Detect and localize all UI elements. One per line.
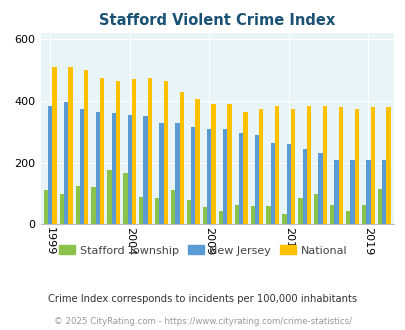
- Bar: [222, 129, 227, 224]
- Bar: [238, 133, 243, 224]
- Bar: [44, 190, 48, 224]
- Bar: [313, 193, 318, 224]
- Bar: [163, 81, 168, 224]
- Bar: [218, 211, 222, 224]
- Bar: [64, 102, 68, 224]
- Bar: [266, 207, 270, 224]
- Bar: [254, 135, 258, 224]
- Bar: [354, 109, 358, 224]
- Bar: [286, 144, 290, 224]
- Bar: [80, 109, 84, 224]
- Bar: [48, 106, 52, 224]
- Bar: [243, 112, 247, 224]
- Bar: [107, 170, 111, 224]
- Bar: [386, 107, 390, 224]
- Bar: [290, 109, 294, 224]
- Text: © 2025 CityRating.com - https://www.cityrating.com/crime-statistics/: © 2025 CityRating.com - https://www.city…: [54, 317, 351, 326]
- Bar: [75, 186, 80, 224]
- Title: Stafford Violent Crime Index: Stafford Violent Crime Index: [99, 13, 335, 28]
- Bar: [298, 198, 302, 224]
- Bar: [381, 160, 386, 224]
- Bar: [202, 208, 207, 224]
- Bar: [377, 189, 381, 224]
- Bar: [127, 115, 132, 224]
- Bar: [52, 67, 56, 224]
- Bar: [91, 187, 96, 224]
- Bar: [155, 198, 159, 224]
- Legend: Stafford Township, New Jersey, National: Stafford Township, New Jersey, National: [54, 241, 351, 260]
- Bar: [258, 109, 263, 224]
- Bar: [68, 67, 72, 224]
- Bar: [338, 107, 342, 224]
- Text: Crime Index corresponds to incidents per 100,000 inhabitants: Crime Index corresponds to incidents per…: [48, 294, 357, 304]
- Bar: [186, 200, 191, 224]
- Bar: [370, 107, 374, 224]
- Bar: [100, 78, 104, 224]
- Bar: [322, 106, 326, 224]
- Bar: [191, 127, 195, 224]
- Bar: [84, 70, 88, 224]
- Bar: [195, 99, 199, 224]
- Bar: [306, 106, 310, 224]
- Bar: [132, 79, 136, 224]
- Bar: [250, 206, 254, 224]
- Bar: [365, 160, 370, 224]
- Bar: [116, 81, 120, 224]
- Bar: [274, 106, 279, 224]
- Bar: [60, 193, 64, 224]
- Bar: [171, 190, 175, 224]
- Bar: [329, 205, 334, 224]
- Bar: [159, 122, 163, 224]
- Bar: [147, 78, 152, 224]
- Bar: [143, 116, 147, 224]
- Bar: [227, 104, 231, 224]
- Bar: [350, 160, 354, 224]
- Bar: [334, 160, 338, 224]
- Bar: [179, 92, 183, 224]
- Bar: [211, 104, 215, 224]
- Bar: [318, 153, 322, 224]
- Bar: [281, 214, 286, 224]
- Bar: [111, 113, 116, 224]
- Bar: [207, 129, 211, 224]
- Bar: [302, 149, 306, 224]
- Bar: [139, 197, 143, 224]
- Bar: [270, 143, 274, 224]
- Bar: [345, 211, 350, 224]
- Bar: [123, 174, 127, 224]
- Bar: [234, 205, 238, 224]
- Bar: [361, 205, 365, 224]
- Bar: [96, 112, 100, 224]
- Bar: [175, 122, 179, 224]
